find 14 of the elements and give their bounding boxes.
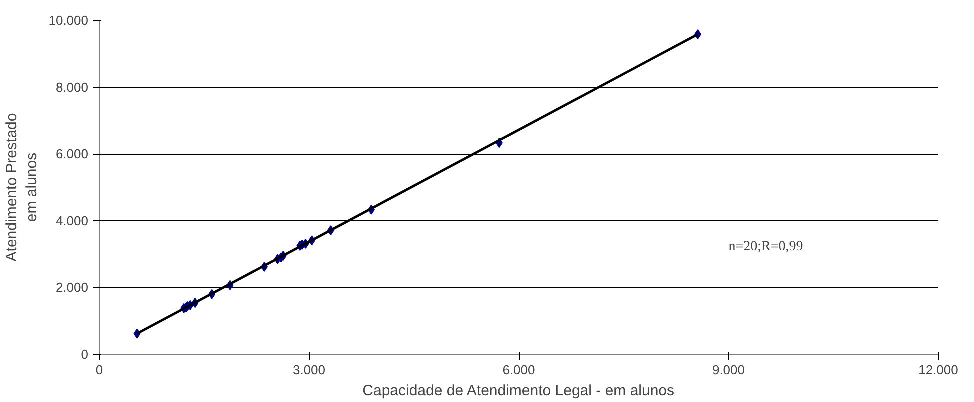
y-tick-label: 8.000 xyxy=(56,80,89,95)
x-axis-title: Capacidade de Atendimento Legal - em alunos xyxy=(362,382,675,400)
x-tick-label: 9.000 xyxy=(712,362,746,378)
x-tick-label: 3.000 xyxy=(292,362,326,378)
x-tick-label: 12.000 xyxy=(918,362,958,378)
x-tick-label: 0 xyxy=(96,362,104,378)
y-tick-label: 6.000 xyxy=(56,146,89,162)
annotation: n=20;R=0,99 xyxy=(728,239,804,254)
y-tick-label: 4.000 xyxy=(56,213,89,228)
y-tick-label: 2.000 xyxy=(56,280,89,296)
y-tick-label: 0 xyxy=(81,347,89,362)
y-tick-label: 10.000 xyxy=(48,13,89,28)
y-axis-title: Atendimento Prestado em alunos xyxy=(3,113,41,262)
x-tick-label: 6.000 xyxy=(502,362,536,378)
